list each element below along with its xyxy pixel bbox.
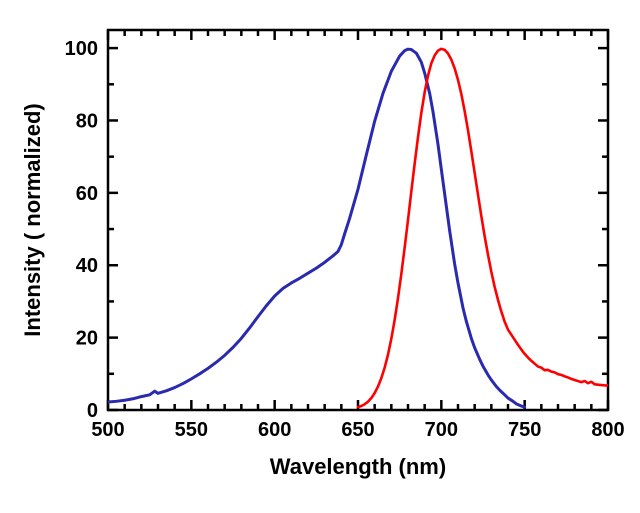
x-axis-label: Wavelength (nm) xyxy=(270,454,446,479)
y-tick-label: 40 xyxy=(76,255,98,277)
y-tick-label: 100 xyxy=(65,38,98,60)
y-tick-label: 60 xyxy=(76,183,98,205)
y-tick-label: 0 xyxy=(87,400,98,422)
x-tick-label: 650 xyxy=(341,419,374,441)
spectrum-line-chart: 500 550 600 650 700 750 800 0 20 40 60 80 100 Wavelen… xyxy=(0,0,640,513)
x-tick-label: 550 xyxy=(175,419,208,441)
x-tick-label: 800 xyxy=(591,419,624,441)
y-tick-label: 80 xyxy=(76,110,98,132)
x-tick-label: 500 xyxy=(91,419,124,441)
y-axis-label: Intensity ( normalized) xyxy=(20,103,45,336)
spectrum-chart-container: 500 550 600 650 700 750 800 0 20 40 60 80 100 Wavelen… xyxy=(0,0,640,513)
y-tick-label: 20 xyxy=(76,328,98,350)
x-tick-label: 600 xyxy=(258,419,291,441)
x-tick-label: 700 xyxy=(425,419,458,441)
x-tick-label: 750 xyxy=(508,419,541,441)
